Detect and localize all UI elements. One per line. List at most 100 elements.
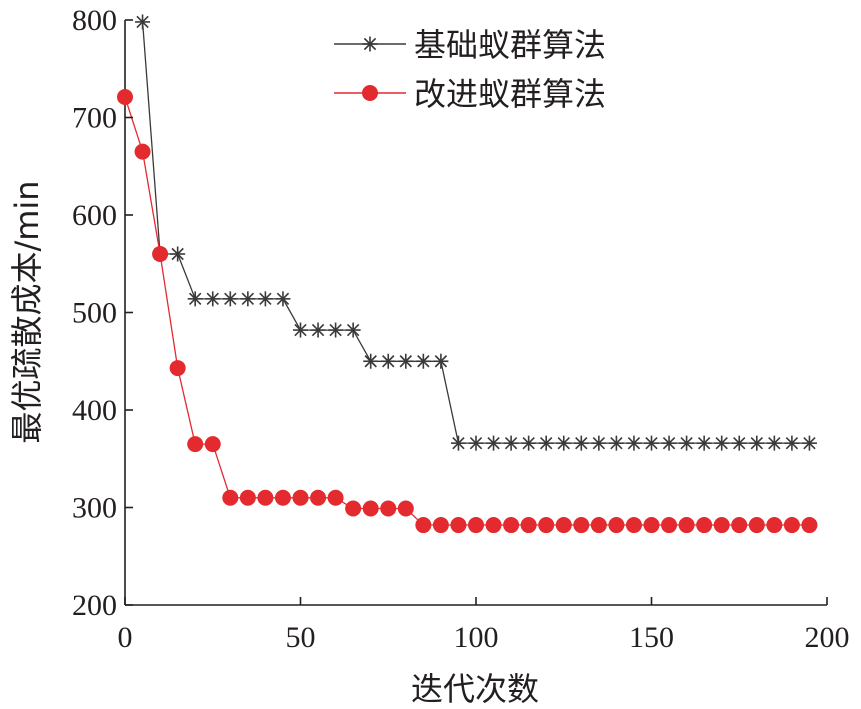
data-point	[345, 322, 361, 338]
data-point	[714, 435, 730, 451]
legend: 基础蚁群算法 改进蚁群算法	[334, 26, 606, 113]
data-point	[608, 435, 624, 451]
data-point	[520, 517, 537, 534]
data-point	[433, 353, 449, 369]
data-point	[345, 500, 362, 517]
y-tick-label: 500	[72, 297, 117, 330]
x-tick-label: 150	[629, 621, 674, 654]
x-tick-label: 200	[805, 621, 850, 654]
data-point	[521, 435, 537, 451]
data-point	[661, 435, 677, 451]
data-point	[222, 291, 238, 307]
data-point	[222, 489, 239, 506]
data-point	[380, 500, 397, 517]
data-point	[274, 489, 291, 506]
data-point	[450, 517, 467, 534]
x-tick-label: 100	[454, 621, 499, 654]
data-point	[486, 435, 502, 451]
data-point	[801, 517, 818, 534]
data-point	[555, 517, 572, 534]
y-tick-label: 400	[72, 394, 117, 427]
data-point	[766, 517, 783, 534]
series-improved	[117, 89, 818, 534]
data-point	[239, 489, 256, 506]
data-point	[485, 517, 502, 534]
y-tick-label: 200	[72, 589, 117, 622]
data-point	[749, 435, 765, 451]
data-point	[432, 517, 449, 534]
data-point	[626, 435, 642, 451]
data-point	[625, 517, 642, 534]
y-tick-label: 800	[72, 4, 117, 37]
data-point	[362, 500, 379, 517]
data-point	[748, 517, 765, 534]
data-point	[310, 322, 326, 338]
data-point	[380, 353, 396, 369]
data-point	[415, 517, 432, 534]
data-point	[275, 291, 291, 307]
data-point	[608, 517, 625, 534]
data-point	[661, 517, 678, 534]
data-point	[783, 517, 800, 534]
data-point	[170, 246, 186, 262]
data-point	[363, 353, 379, 369]
data-point	[643, 517, 660, 534]
data-point	[187, 436, 204, 453]
data-point	[292, 489, 309, 506]
data-point	[591, 435, 607, 451]
data-point	[679, 435, 695, 451]
data-point	[450, 435, 466, 451]
y-axis-label: 最优疏散成本/min	[8, 180, 46, 443]
data-point	[766, 435, 782, 451]
data-point	[135, 14, 151, 30]
data-point	[327, 489, 344, 506]
data-point	[468, 517, 484, 534]
data-point	[257, 291, 273, 307]
data-point	[310, 489, 327, 506]
x-tick-label: 50	[286, 621, 316, 654]
data-point	[240, 291, 256, 307]
ticks: 200 300 400 500 600 700 800 0 50 100 150 200	[72, 4, 850, 654]
data-point	[573, 435, 589, 451]
data-point	[801, 435, 817, 451]
y-tick-label: 700	[72, 102, 117, 135]
data-point	[328, 322, 344, 338]
data-point	[644, 435, 659, 451]
legend-marker-base	[362, 36, 378, 52]
data-point	[573, 517, 590, 534]
data-point	[468, 435, 484, 451]
data-point	[696, 517, 713, 534]
data-point	[293, 322, 308, 338]
y-tick-label: 300	[72, 492, 117, 525]
data-point	[503, 517, 520, 534]
data-point	[152, 246, 169, 262]
data-point	[397, 500, 414, 517]
data-point	[415, 353, 431, 369]
data-point	[731, 435, 747, 451]
data-point	[205, 291, 221, 307]
data-point	[556, 435, 572, 451]
data-point	[257, 489, 274, 506]
legend-marker-symbol	[362, 85, 378, 101]
data-point	[696, 435, 712, 451]
legend-marker-improved	[362, 85, 378, 101]
data-point	[503, 435, 519, 451]
data-point	[169, 360, 186, 377]
series-line	[124, 96, 810, 526]
data-point	[784, 435, 800, 451]
data-point	[204, 436, 221, 453]
data-point	[538, 435, 554, 451]
data-point	[187, 291, 203, 307]
data-point	[678, 517, 695, 534]
x-axis-label: 迭代次数	[411, 670, 539, 708]
data-point	[117, 89, 133, 106]
x-tick-label: 0	[118, 621, 133, 654]
data-point	[398, 353, 414, 369]
data-point	[134, 143, 151, 160]
legend-marker-symbol	[362, 36, 378, 52]
legend-label-improved: 改进蚁群算法	[414, 75, 606, 113]
data-point	[538, 517, 555, 534]
series-base	[135, 14, 817, 451]
data-point	[713, 517, 730, 534]
